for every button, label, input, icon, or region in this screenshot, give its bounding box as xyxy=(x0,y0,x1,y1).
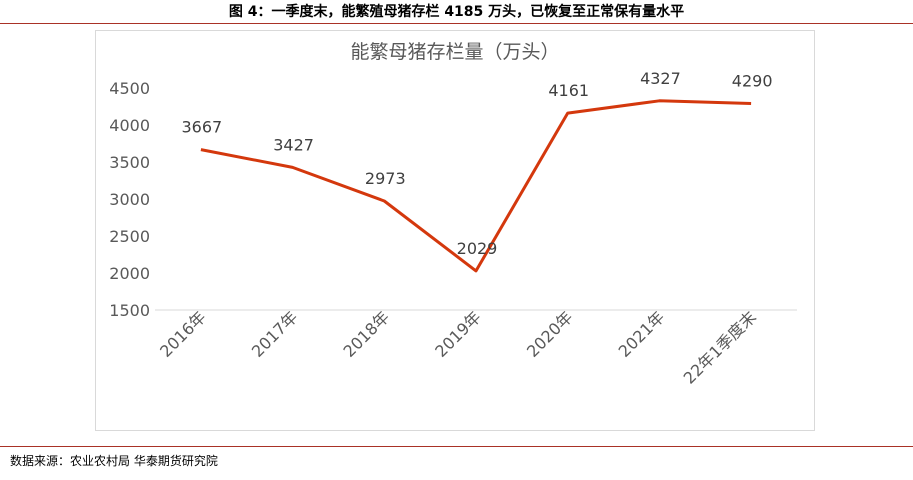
y-tick-label: 2000 xyxy=(109,264,150,283)
x-tick-label: 22年1季度末 xyxy=(680,307,760,387)
data-label: 3667 xyxy=(181,118,222,137)
data-label: 4161 xyxy=(548,81,589,100)
y-tick-label: 3000 xyxy=(109,190,150,209)
data-label: 2973 xyxy=(365,169,406,188)
series-line xyxy=(200,99,752,273)
x-tick-label: 2019年 xyxy=(431,307,485,361)
y-tick-label: 4000 xyxy=(109,116,150,135)
data-labels: 3667 3427 2973 2029 4161 4327 4290 xyxy=(181,69,772,258)
y-tick-label: 3500 xyxy=(109,153,150,172)
chart-title: 能繁母猪存栏量（万头） xyxy=(350,41,559,63)
source-note: 数据来源：农业农村局 华泰期货研究院 xyxy=(10,454,218,468)
y-axis-ticks: 1500 2000 2500 3000 3500 4000 4500 xyxy=(109,79,150,320)
line-chart: 能繁母猪存栏量（万头） 1500 2000 2500 3000 3500 4000 4500… xyxy=(109,41,797,388)
x-tick-label: 2021年 xyxy=(615,307,669,361)
footer-rule xyxy=(0,446,913,447)
data-label: 3427 xyxy=(273,135,314,154)
y-tick-label: 4500 xyxy=(109,79,150,98)
data-label: 4290 xyxy=(732,72,773,91)
x-tick-label: 2017年 xyxy=(248,307,302,361)
data-label: 4327 xyxy=(640,69,681,88)
chart-frame xyxy=(95,30,815,431)
x-tick-label: 2020年 xyxy=(523,307,577,361)
x-tick-label: 2016年 xyxy=(156,307,210,361)
y-tick-label: 2500 xyxy=(109,227,150,246)
report-title: 图 4：一季度末，能繁殖母猪存栏 4185 万头，已恢复至正常保有量水平 xyxy=(0,0,913,24)
x-tick-label: 2018年 xyxy=(340,307,394,361)
y-tick-label: 1500 xyxy=(109,301,150,320)
x-axis-ticks: 2016年 2017年 2018年 2019年 2020年 2021年 22年1季度末 xyxy=(156,307,760,387)
data-label: 2029 xyxy=(457,239,498,258)
